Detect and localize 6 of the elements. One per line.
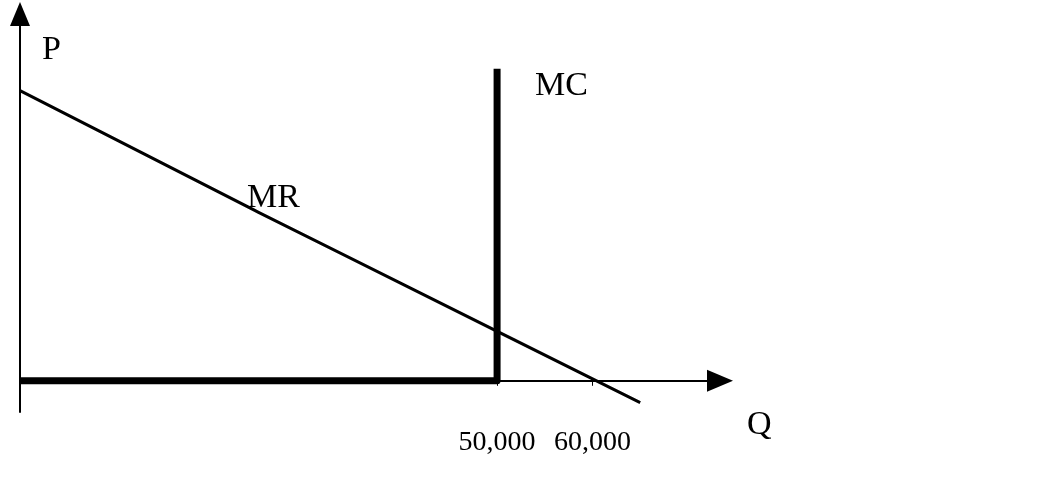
x-tick-label: 60,000 xyxy=(554,424,631,456)
x-tick-label: 50,000 xyxy=(458,424,536,456)
series-label: MR xyxy=(247,176,301,214)
x-axis-title: Q xyxy=(747,404,772,442)
y-axis-title: P xyxy=(42,28,61,66)
series-label: MC xyxy=(535,65,589,103)
